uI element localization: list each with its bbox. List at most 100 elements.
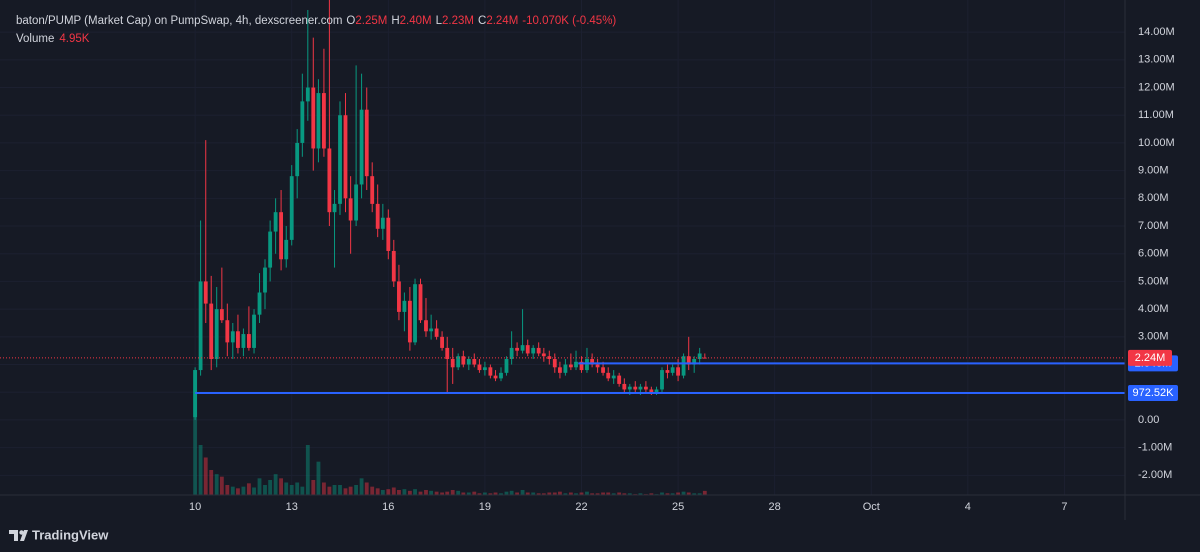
- volume-bar: [665, 493, 670, 495]
- volume-bar: [364, 482, 369, 495]
- volume-bar: [499, 493, 503, 495]
- volume-bar: [219, 476, 224, 495]
- ohlc-value: 2.40M: [400, 15, 432, 27]
- candle-body: [225, 320, 230, 343]
- candle-body: [466, 358, 471, 365]
- candle-body: [219, 309, 224, 321]
- candle-body: [343, 115, 348, 199]
- volume-bar: [541, 493, 546, 495]
- y-tick-label: 14.00M: [1138, 26, 1175, 38]
- candle-body: [450, 358, 455, 368]
- candle-body: [638, 386, 643, 390]
- volume-bar: [617, 492, 622, 495]
- x-tick-label: 13: [286, 501, 298, 513]
- volume-bar: [321, 482, 326, 495]
- volume-bar: [230, 486, 235, 495]
- candle-body: [257, 292, 262, 315]
- candle-body: [391, 250, 396, 282]
- volume-bar: [300, 486, 305, 495]
- candle-body: [665, 370, 670, 373]
- volume-bar: [252, 487, 256, 495]
- candle-body: [397, 281, 401, 312]
- volume-bar: [590, 493, 595, 495]
- candle-body: [493, 375, 498, 379]
- candle-body: [268, 231, 273, 268]
- y-tick-label: 9.00M: [1138, 165, 1169, 177]
- volume-bar: [386, 489, 391, 495]
- candle-body: [380, 217, 385, 229]
- brand: TradingView: [32, 527, 109, 542]
- candle-body: [424, 320, 428, 332]
- volume-bar: [686, 492, 691, 495]
- candle-body: [386, 217, 391, 251]
- volume-bar: [279, 478, 284, 495]
- candle-body: [429, 328, 434, 332]
- volume-bar: [246, 483, 251, 495]
- candle-body: [654, 389, 659, 393]
- candle-body: [686, 356, 691, 365]
- volume-bar: [520, 490, 525, 495]
- volume-bar: [504, 491, 509, 495]
- candle-body: [568, 364, 573, 368]
- x-tick-label: 19: [479, 501, 491, 513]
- volume-bar: [418, 491, 423, 495]
- brand-logo: [9, 530, 28, 541]
- ohlc-value: 2.24M: [486, 15, 518, 27]
- volume-bar: [585, 491, 589, 495]
- candle-body: [595, 364, 600, 368]
- candle-body: [649, 389, 654, 393]
- volume-bar: [531, 492, 536, 495]
- volume-bar: [606, 492, 611, 495]
- volume-bar: [343, 488, 348, 495]
- candle-body: [541, 353, 546, 357]
- candle-body: [402, 300, 407, 312]
- candle-body: [676, 367, 681, 376]
- candle-body: [413, 284, 417, 343]
- y-tick-label: 12.00M: [1138, 81, 1175, 93]
- volume-bar: [380, 490, 385, 495]
- candle-body: [364, 109, 369, 177]
- ohlc-value: 2.23M: [442, 15, 474, 27]
- volume-bar: [482, 492, 487, 495]
- legend-line: baton/PUMP (Market Cap) on PumpSwap, 4h,…: [16, 15, 616, 27]
- candle-body: [289, 176, 294, 240]
- chart-title: baton/PUMP (Market Cap) on PumpSwap, 4h,…: [16, 15, 342, 27]
- candle-body: [515, 347, 520, 351]
- volume-bar: [509, 490, 514, 495]
- candle-body: [488, 367, 493, 376]
- candle-body: [670, 367, 675, 373]
- y-tick-label: 10.00M: [1138, 137, 1175, 149]
- candle-body: [279, 212, 284, 260]
- volume-value: 4.95K: [59, 33, 89, 45]
- candle-body: [203, 281, 208, 304]
- x-tick-label: 22: [575, 501, 587, 513]
- volume-bar: [563, 493, 568, 495]
- candle-body: [418, 284, 423, 321]
- volume-bar: [354, 485, 359, 495]
- price-label: 972.52K: [1133, 387, 1175, 399]
- candle-body: [327, 148, 332, 213]
- volume-bar: [579, 492, 584, 495]
- ohlc-key: O: [346, 15, 355, 27]
- volume-bar: [295, 482, 300, 495]
- y-tick-label: -2.00M: [1138, 469, 1172, 481]
- candle-body: [531, 347, 536, 354]
- volume-bar: [348, 486, 353, 495]
- candle-body: [536, 347, 541, 354]
- volume-bar: [622, 493, 627, 495]
- y-tick-label: 0.00: [1138, 414, 1159, 426]
- y-tick-label: 13.00M: [1138, 54, 1175, 66]
- candle-body: [246, 334, 251, 348]
- volume-bar: [289, 485, 294, 495]
- volume-bar: [638, 493, 643, 495]
- volume-bar: [697, 493, 702, 495]
- candle-body: [627, 386, 632, 390]
- y-tick-label: -1.00M: [1138, 442, 1172, 454]
- volume-bar: [450, 490, 455, 495]
- candle-body: [499, 372, 503, 379]
- candle-body: [338, 115, 342, 204]
- y-tick-label: 7.00M: [1138, 220, 1169, 232]
- volume-bar: [601, 492, 605, 495]
- candle-body: [697, 353, 702, 359]
- candle-body: [316, 93, 321, 149]
